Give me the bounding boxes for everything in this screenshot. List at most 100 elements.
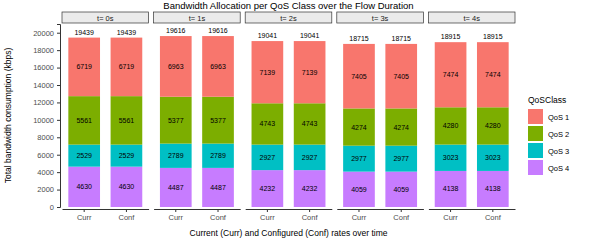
y-tick-label: 4000 [37, 168, 54, 177]
bar-segment [68, 167, 100, 207]
y-tick-mark [57, 102, 60, 103]
x-tick-label: Curr [260, 213, 275, 222]
x-tick: Conf [393, 209, 410, 222]
data-label: 4138 [443, 185, 459, 192]
total-label: 18715 [391, 35, 411, 42]
bar-segment [160, 144, 192, 168]
data-label: 7474 [443, 71, 459, 78]
facet: t= 3sCurrConf405929774274740518715405929… [337, 12, 424, 222]
facet-strip [337, 12, 424, 23]
x-tick: Conf [210, 209, 227, 222]
x-tick-mark [401, 209, 402, 212]
bar-segment [294, 103, 326, 144]
data-label: 2789 [168, 152, 184, 159]
x-tick-label: Conf [393, 213, 410, 222]
bar-segment [68, 38, 100, 97]
x-tick-label: Conf [485, 213, 502, 222]
bar-segment [435, 145, 467, 171]
bar-segment [202, 144, 234, 168]
x-tick-label: Curr [77, 213, 92, 222]
legend-item: QoS 1 [528, 109, 569, 124]
bar-segment [111, 167, 143, 207]
y-tick-label: 10000 [33, 116, 54, 125]
x-tick-mark [175, 209, 176, 212]
x-axis: Curr Conf [154, 209, 241, 222]
x-tick-mark [267, 209, 268, 212]
data-label: 4487 [210, 184, 226, 191]
legend-swatch [528, 160, 543, 175]
data-label: 4274 [393, 124, 409, 131]
data-labels: 4232292747437139190414232292747437139190… [258, 32, 320, 192]
y-tick: 6000 [37, 151, 60, 160]
bars [252, 41, 326, 207]
bar-segment [111, 96, 143, 144]
facet-label: t= 3s [372, 14, 389, 23]
data-labels: 4487278953776963196164487278953776963196… [166, 27, 228, 191]
bar-segment [252, 103, 284, 144]
data-label: 4138 [485, 185, 501, 192]
y-tick-label: 8000 [37, 133, 54, 142]
chart-title: Bandwidth Allocation per QoS Class over … [163, 0, 413, 11]
bar-segment [343, 172, 375, 207]
bar-segment [385, 44, 417, 109]
bar-segment [294, 170, 326, 207]
data-label: 4743 [260, 120, 276, 127]
bar-segment [477, 42, 509, 107]
data-label: 4280 [485, 122, 501, 129]
legend-swatch [528, 126, 543, 141]
data-label: 4280 [443, 122, 459, 129]
bar-segment [385, 172, 417, 207]
data-labels: 4138302342807474189154138302342807474189… [441, 33, 503, 192]
legend-item: QoS 2 [528, 126, 569, 141]
bar-segment [435, 42, 467, 107]
y-tick: 2000 [37, 185, 60, 194]
data-label: 2927 [260, 154, 276, 161]
facet: t= 2sCurrConf423229274743713919041423229… [245, 12, 332, 222]
data-label: 6963 [210, 63, 226, 70]
y-tick-mark [57, 50, 60, 51]
x-tick-label: Curr [168, 213, 183, 222]
x-axis: Curr Conf [63, 209, 150, 222]
bar-segment [252, 145, 284, 171]
data-label: 4232 [302, 185, 318, 192]
y-tick: 4000 [37, 168, 60, 177]
y-tick: 16000 [33, 63, 60, 72]
y-tick: 10000 [33, 116, 60, 125]
bars [435, 42, 509, 207]
x-tick-label: Curr [352, 213, 367, 222]
x-axis-title: Current (Curr) and Configured (Conf) rat… [190, 228, 388, 238]
facet: t= 0sCurrConf463025295561671919439463025… [62, 12, 149, 222]
y-tick-mark [57, 137, 60, 138]
data-labels: 4059297742747405187154059297742747405187… [349, 35, 411, 193]
total-label: 18915 [441, 33, 461, 40]
bar-segment [385, 146, 417, 172]
x-axis-line [429, 209, 516, 210]
data-label: 7405 [351, 73, 367, 80]
legend-swatch [528, 109, 543, 124]
x-tick: Curr [443, 209, 458, 222]
data-label: 5377 [168, 117, 184, 124]
legend-swatch [528, 143, 543, 158]
facet-strip [154, 12, 241, 23]
facet-strip [245, 12, 332, 23]
bar-segment [294, 145, 326, 171]
x-axis: CurrConf [246, 209, 333, 222]
x-axis-line [246, 209, 333, 210]
x-tick-mark [358, 209, 359, 212]
data-label: 4059 [351, 186, 367, 193]
y-tick: 0 [50, 203, 60, 212]
x-tick-label: Conf [119, 213, 136, 222]
y-tick-label: 20000 [33, 29, 54, 38]
bar-segment [160, 97, 192, 144]
facet: t= 1sCurrConf448727895377696319616448727… [154, 12, 241, 222]
data-label: 7405 [393, 73, 409, 80]
y-tick-mark [57, 207, 60, 208]
y-tick: 14000 [33, 81, 60, 90]
y-tick: 12000 [33, 98, 60, 107]
bar-segment [385, 108, 417, 145]
x-axis: Curr Conf [337, 209, 424, 222]
x-tick-label: Curr [443, 213, 458, 222]
total-label: 19616 [208, 27, 228, 34]
x-tick: Curr [260, 209, 275, 222]
legend-title: QoSClass [528, 95, 566, 105]
